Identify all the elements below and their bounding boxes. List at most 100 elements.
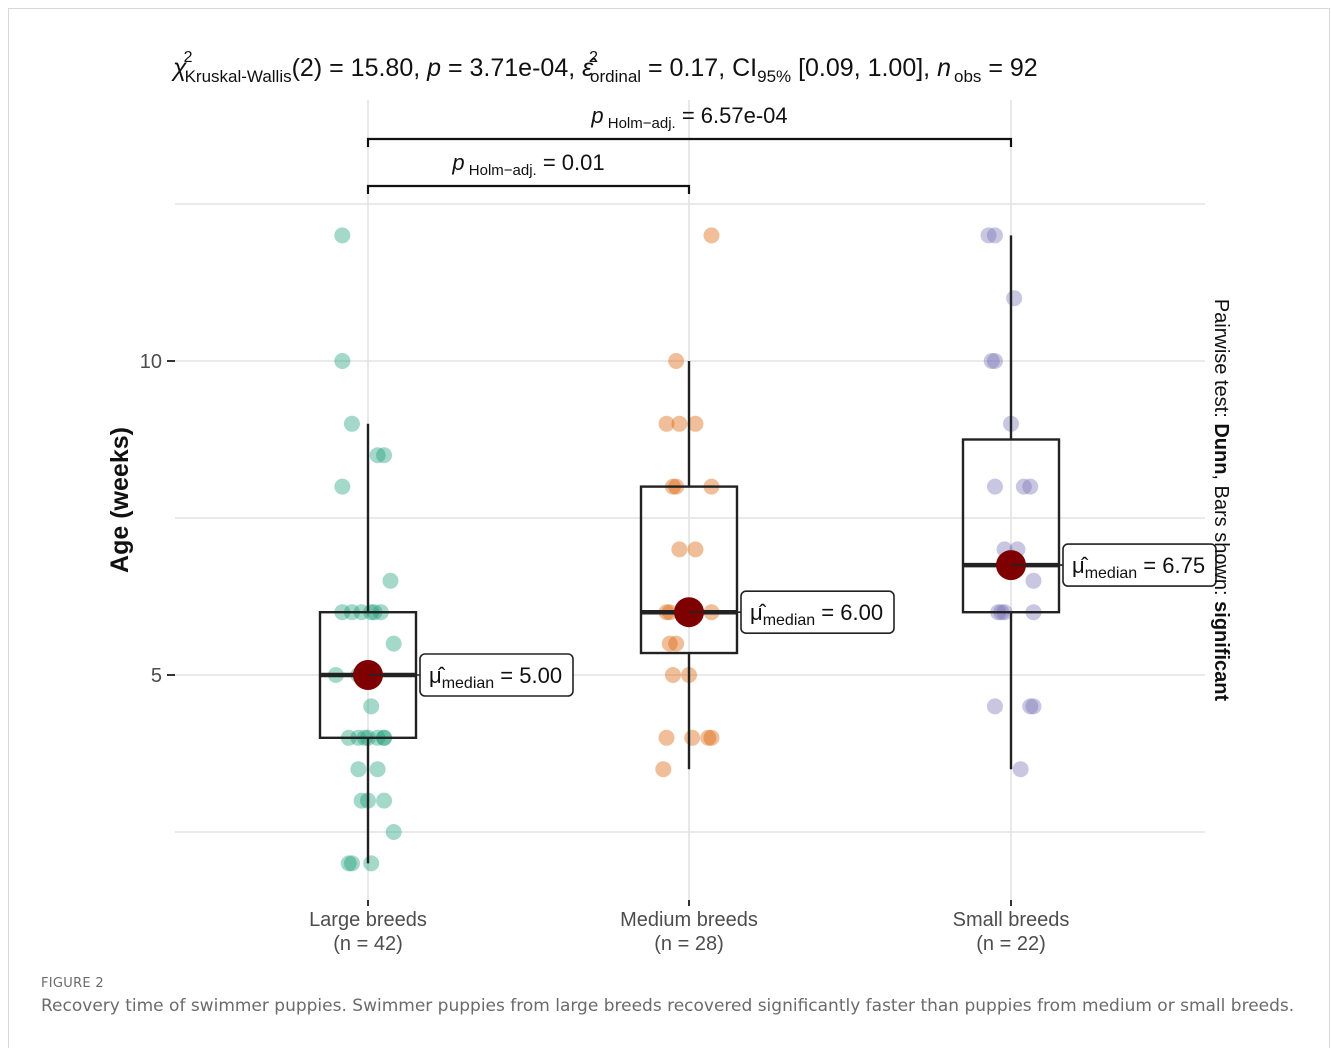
pairwise-p-sub: Holm−adj. [465, 162, 537, 179]
median-label-symbol: μ̂ [1072, 553, 1089, 578]
pairwise-bracket [366, 137, 1013, 147]
data-point [687, 541, 704, 558]
stats-ci-sub: 95% [757, 67, 791, 86]
data-point [661, 635, 678, 652]
data-point [1006, 290, 1023, 307]
data-point [334, 478, 351, 495]
data-point [343, 415, 360, 432]
side-caption-shown: significant [1210, 601, 1232, 701]
pairwise-label: p Holm−adj. = 6.57e-04 [590, 103, 787, 132]
y-tick-label: 10 [140, 351, 162, 373]
median-label-box [740, 590, 895, 635]
data-point [334, 353, 351, 369]
data-point [983, 353, 1000, 369]
median-label: μ̂median = 6.00 [750, 600, 883, 629]
data-point [376, 792, 393, 809]
x-tick-label: Large breeds [309, 909, 427, 931]
pairwise-p-sub: Holm−adj. [604, 115, 676, 132]
data-point [353, 792, 370, 809]
data-point [334, 227, 351, 244]
pairwise-label: p Holm−adj. = 0.01 [451, 150, 604, 179]
data-point [655, 761, 672, 778]
data-point [986, 227, 1003, 244]
data-point [703, 227, 720, 244]
stats-ci: [0.09, 1.00], [791, 54, 937, 82]
median-label-box [419, 653, 574, 697]
stats-eps-sub: ordinal [590, 67, 641, 86]
side-caption-prefix: Pairwise test: [1210, 299, 1232, 423]
x-tick-n-label: (n = 22) [976, 933, 1045, 955]
stats-n-value: = 92 [981, 54, 1037, 82]
x-tick-label: Medium breeds [620, 909, 758, 931]
figure-label: FIGURE 2 [41, 976, 104, 991]
data-point [369, 761, 386, 778]
median-label: μ̂median = 5.00 [429, 663, 562, 692]
side-caption-test: Dunn [1210, 423, 1232, 474]
data-point [363, 698, 380, 715]
data-point [382, 572, 399, 589]
median-label-value: = 6.75 [1137, 553, 1205, 578]
pairwise-bracket [366, 184, 691, 194]
chart: 5 10 Age (weeks) Large breeds(n = 42) Medium… [106, 49, 1232, 955]
data-point [668, 353, 685, 369]
box [961, 438, 1061, 614]
median-label-sub: median [1085, 565, 1137, 582]
pairwise-p-symbol: p [451, 150, 464, 175]
data-point [385, 824, 402, 840]
side-caption-middle: , Bars shown: [1210, 474, 1232, 601]
data-point [343, 855, 360, 872]
data-point [668, 635, 685, 652]
median-label-sub: median [442, 675, 494, 692]
box [639, 485, 739, 655]
x-tick-n-label: (n = 28) [654, 933, 723, 955]
data-point [658, 729, 675, 746]
data-point [376, 447, 393, 464]
data-point [1022, 698, 1039, 715]
stats-statistic: = 15.80, [322, 54, 427, 82]
data-point [1022, 478, 1039, 495]
data-point [369, 447, 386, 464]
median-label-value: = 5.00 [494, 663, 562, 688]
data-point [986, 698, 1003, 715]
stats-n-symbol: n [937, 54, 951, 82]
stats-test-sub: Kruskal-Wallis [185, 67, 292, 86]
pairwise-p-symbol: p [590, 103, 603, 128]
data-point [363, 855, 380, 872]
stats-n-sub: obs [954, 67, 981, 86]
x-tick-label: Small breeds [953, 909, 1070, 931]
stats-title: χ2 Kruskal-Wallis(2) = 15.80, p = 3.71e-0… [171, 49, 1038, 86]
stats-p-value: = 3.71e-04, [441, 54, 582, 82]
median-label-value: = 6.00 [815, 600, 883, 625]
data-point [671, 541, 688, 558]
stats-eps-sq: 2 [589, 49, 598, 66]
data-point [1015, 478, 1032, 495]
data-point [664, 667, 681, 683]
y-tick-label: 5 [151, 665, 162, 687]
x-tick-n-label: (n = 42) [333, 933, 402, 955]
data-point [1012, 761, 1029, 778]
data-point [986, 353, 1003, 369]
data-point [1025, 572, 1042, 589]
stats-chi-sq: 2 [184, 49, 193, 66]
median-label: μ̂median = 6.75 [1072, 553, 1205, 582]
data-point [980, 227, 997, 244]
pairwise-p-value: = 0.01 [537, 150, 605, 175]
figure-frame [8, 8, 1330, 1048]
stats-effect-size: = 0.17, CI [641, 54, 757, 82]
data-point [350, 761, 367, 778]
data-point [658, 415, 675, 432]
data-point [340, 855, 357, 872]
data-point [687, 415, 704, 432]
median-label-box [1062, 543, 1217, 587]
data-point [1025, 698, 1042, 715]
data-point [700, 729, 717, 746]
median-label-symbol: μ̂ [429, 663, 446, 688]
y-axis-label: Age (weeks) [106, 427, 134, 573]
data-point [684, 729, 701, 746]
side-caption: Pairwise test: Dunn, Bars shown: signifi… [1210, 299, 1232, 702]
figure-caption: Recovery time of swimmer puppies. Swimme… [41, 996, 1295, 1016]
data-point [986, 478, 1003, 495]
pairwise-p-value: = 6.57e-04 [676, 103, 788, 128]
stats-chi: χ [171, 54, 187, 82]
stats-df: (2) [292, 54, 323, 82]
